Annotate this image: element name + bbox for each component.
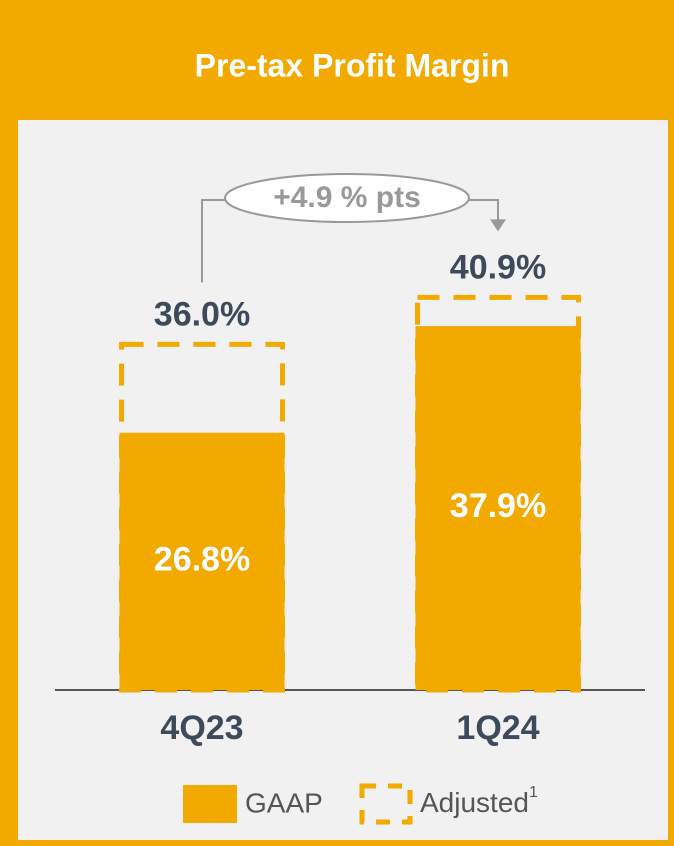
footnote-marker: 1 — [529, 784, 538, 801]
gaap-value-label: 37.9% — [450, 487, 546, 525]
annotation-bubble — [224, 173, 470, 223]
legend-label: GAAP — [245, 787, 323, 818]
annotation: +4.9 % pts — [273, 181, 421, 214]
legend-label: Adjusted1 — [420, 784, 538, 818]
legend-swatch — [183, 785, 237, 823]
x-tick-label: 4Q23 — [160, 709, 243, 747]
gaap-bar — [119, 432, 285, 690]
gaap-value-label: 26.8% — [154, 540, 250, 578]
gaap-bar — [415, 326, 581, 690]
x-tick-label: 1Q24 — [456, 709, 539, 747]
adjusted-value-label: 40.9% — [450, 248, 546, 286]
adjusted-value-label: 36.0% — [154, 295, 250, 333]
legend-swatch — [359, 783, 413, 825]
annotation-connector — [201, 199, 499, 283]
annotation-arrow — [490, 219, 506, 232]
legend-name: Adjusted — [420, 787, 529, 818]
chart-title: Pre-tax Profit Margin — [195, 47, 510, 83]
